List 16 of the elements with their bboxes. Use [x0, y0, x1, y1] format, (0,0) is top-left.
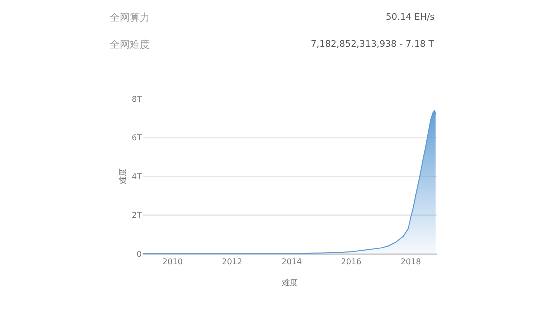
text: 7,182,852,313,938 - 7.18 T: [311, 40, 435, 50]
x-tick-label: 2016: [341, 258, 362, 267]
y-tick-label: 6T: [132, 134, 142, 143]
text: 全网难度: [110, 39, 150, 51]
y-tick-label: 0: [136, 250, 142, 259]
x-axis-title: 难度: [282, 278, 298, 288]
x-tick-label: 2010: [162, 258, 183, 267]
y-tick-label: 8T: [132, 94, 142, 104]
y-tick-label: 4T: [132, 172, 142, 182]
y-tick-label: 2T: [132, 211, 142, 220]
text: 50.14 EH/s: [386, 13, 436, 23]
text: 全网算力: [110, 12, 150, 24]
x-tick-label: 2012: [222, 258, 242, 267]
x-tick-label: 2014: [282, 258, 302, 267]
y-axis-title: 难度: [118, 168, 128, 184]
x-tick-label: 2018: [400, 258, 422, 267]
